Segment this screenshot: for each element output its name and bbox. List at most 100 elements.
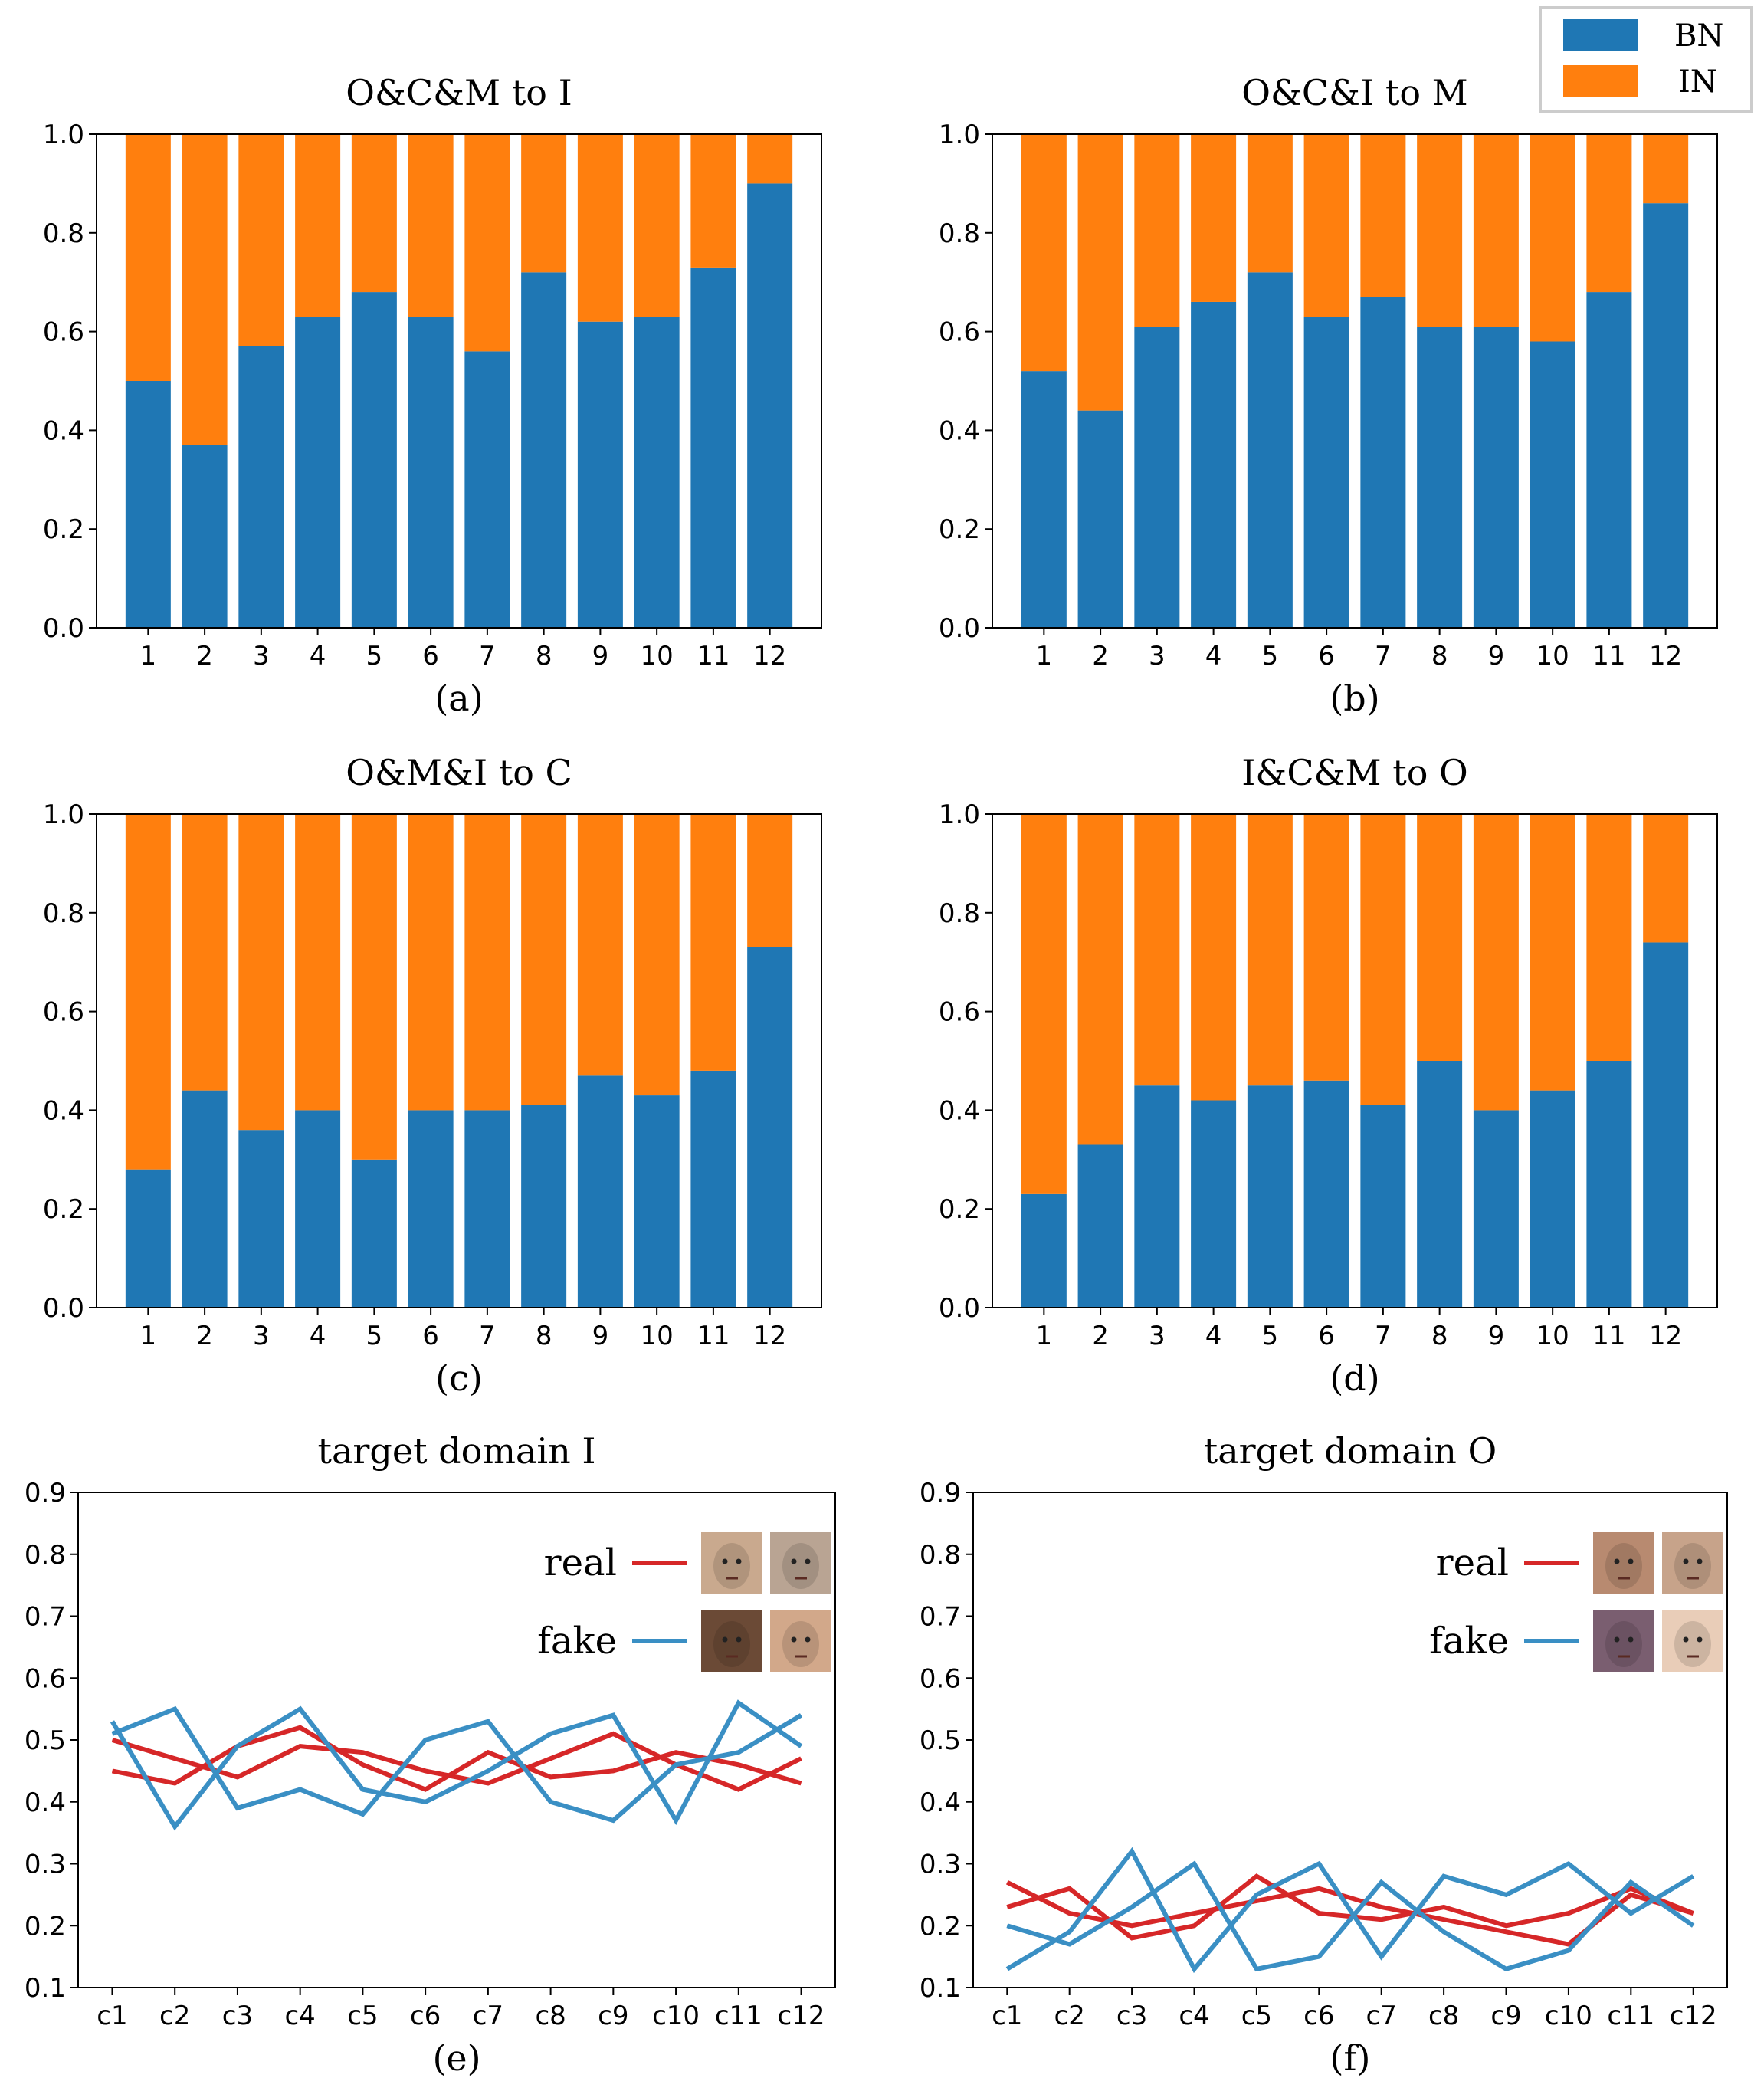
bar-in [125,134,171,381]
bar-in [182,814,228,1091]
y-tick-label: 0.7 [920,1602,961,1633]
chart-title: target domain I [318,1430,596,1472]
bar-bn [408,317,454,628]
y-tick-label: 0.6 [43,997,84,1028]
chart-title: I&C&M to O [1241,752,1468,793]
bar-bn [577,1075,623,1308]
x-tick-label: 7 [1375,641,1392,671]
bar-in [1021,814,1067,1194]
x-tick-label: 11 [697,641,730,671]
face-shape [1674,1543,1711,1589]
face-shape [1674,1621,1711,1667]
bar-bn [1360,297,1406,628]
bar-bn [238,1130,284,1308]
bar-bn [1303,317,1349,628]
bar-in [408,814,454,1111]
x-tick-label: c12 [1670,2001,1717,2031]
series-line-fake [1005,1847,1695,1974]
x-tick-label: 3 [253,1321,270,1351]
x-tick-label: 1 [1036,641,1053,671]
bar-bn [1303,1080,1349,1308]
panel-label: (e) [432,2037,480,2078]
bar-in [690,814,736,1071]
y-tick-label: 0.6 [43,317,84,348]
x-tick-label: 10 [641,641,674,671]
face-shape [782,1543,819,1589]
x-tick-label: 2 [196,641,213,671]
x-tick-label: c12 [778,2001,825,2031]
bar-in [634,814,680,1096]
legend-label-real: real [1436,1541,1509,1584]
bar-bn [521,272,567,628]
face-shape [713,1543,750,1589]
face-shape [1605,1543,1642,1589]
panel-label: (d) [1330,1357,1379,1399]
y-tick-label: 0.0 [43,1293,84,1324]
bar-in [690,134,736,268]
y-tick-label: 1.0 [939,120,980,150]
chart-title: O&C&M to I [346,72,572,113]
legend-label-fake: fake [537,1620,617,1663]
bar-bn [1586,292,1632,628]
x-tick-label: c2 [1054,2001,1085,2031]
x-tick-label: c8 [1428,2001,1459,2031]
x-tick-label: 3 [1149,1321,1166,1351]
x-tick-label: 8 [536,1321,552,1351]
y-tick-label: 0.4 [939,415,980,446]
x-tick-label: 12 [753,641,786,671]
bar-in [1021,134,1067,372]
bar-in [521,134,567,273]
bar-in [1417,814,1463,1061]
bar-bn [521,1105,567,1308]
y-tick-label: 0.0 [939,613,980,644]
bar-bn [1134,1085,1180,1308]
x-tick-label: 8 [1431,641,1448,671]
bar-bn [577,321,623,628]
face-eye [1614,1636,1620,1643]
y-tick-label: 0.8 [939,898,980,929]
face-eye [736,1558,742,1564]
chart-panel-a: O&C&M to I1 2 3 4 5 6 7 8 9 10 11 120.00.20.40.60.8… [43,72,822,719]
bar-bn [634,317,680,628]
face-eye [736,1636,742,1643]
y-tick-label: 0.3 [920,1850,961,1880]
x-tick-label: c8 [535,2001,566,2031]
bar-bn [1134,327,1180,628]
face-eye [1683,1558,1689,1564]
x-tick-label: 8 [1431,1321,1448,1351]
bar-in [1077,134,1123,411]
chart-title: O&M&I to C [346,752,572,793]
y-tick-label: 0.2 [939,514,980,545]
x-tick-label: c11 [715,2001,762,2031]
x-tick-label: c3 [222,2001,253,2031]
x-tick-label: c7 [473,2001,503,2031]
bar-in [1303,814,1349,1081]
chart-panel-d: I&C&M to O1 2 3 4 5 6 7 8 9 10 11 120.00.20.40.60.8… [939,752,1718,1399]
legend-swatch-in [1563,65,1638,97]
x-tick-label: 3 [253,641,270,671]
series-line-fake [111,1705,803,1824]
y-tick-label: 0.5 [25,1725,66,1756]
bar-in [464,134,510,352]
bar-in [1134,134,1180,327]
y-tick-label: 0.0 [939,1293,980,1324]
x-tick-label: 4 [310,641,326,671]
x-tick-label: c2 [159,2001,190,2031]
x-tick-label: 4 [1205,641,1222,671]
x-tick-label: 12 [1649,1321,1682,1351]
bar-bn [1247,272,1293,628]
bar-bn [1530,341,1575,628]
x-tick-label: 8 [536,641,552,671]
y-tick-label: 0.0 [43,613,84,644]
face-eye [791,1636,797,1643]
y-tick-label: 0.6 [939,997,980,1028]
x-tick-label: 4 [1205,1321,1222,1351]
bar-bn [125,1169,171,1308]
bar-in [1303,134,1349,317]
axes-frame [96,133,822,629]
x-tick-label: c9 [1490,2001,1521,2031]
y-tick-label: 0.7 [25,1602,66,1633]
x-tick-label: 11 [1592,1321,1625,1351]
bar-in [1191,134,1237,302]
x-tick-label: 6 [422,1321,439,1351]
